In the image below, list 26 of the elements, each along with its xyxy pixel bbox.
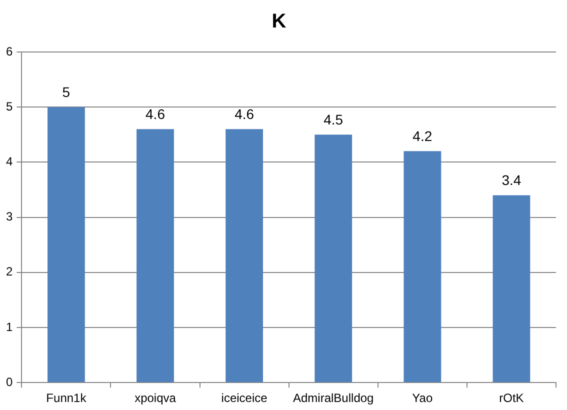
data-label: 4.6	[234, 106, 254, 122]
y-tick-label: 3	[6, 210, 13, 224]
bar	[492, 195, 530, 382]
bar	[136, 129, 174, 382]
y-tick-label: 5	[6, 99, 13, 114]
bar	[404, 151, 442, 382]
data-label: 4.5	[324, 112, 344, 128]
x-tick-label: iceiceice	[221, 391, 268, 406]
y-tick-label: 4	[6, 154, 13, 169]
x-tick-label: AdmiralBulldog	[293, 391, 374, 406]
bar	[226, 129, 264, 382]
data-label: 5	[62, 84, 70, 100]
x-tick-label: Yao	[412, 391, 433, 406]
data-label: 3.4	[502, 172, 522, 188]
bar	[314, 134, 352, 382]
y-tick-label: 2	[6, 264, 13, 279]
x-tick-label: rOtK	[499, 391, 524, 406]
y-tick-label: 0	[6, 374, 13, 389]
x-tick-label: Funn1k	[46, 391, 88, 406]
y-tick-label: 1	[6, 320, 13, 334]
data-label: 4.2	[412, 128, 432, 144]
chart-title: K	[272, 10, 287, 33]
data-label: 4.6	[146, 106, 166, 122]
bar	[48, 107, 85, 382]
y-tick-label: 6	[6, 44, 13, 58]
x-tick-label: xpoiqva	[134, 391, 176, 406]
